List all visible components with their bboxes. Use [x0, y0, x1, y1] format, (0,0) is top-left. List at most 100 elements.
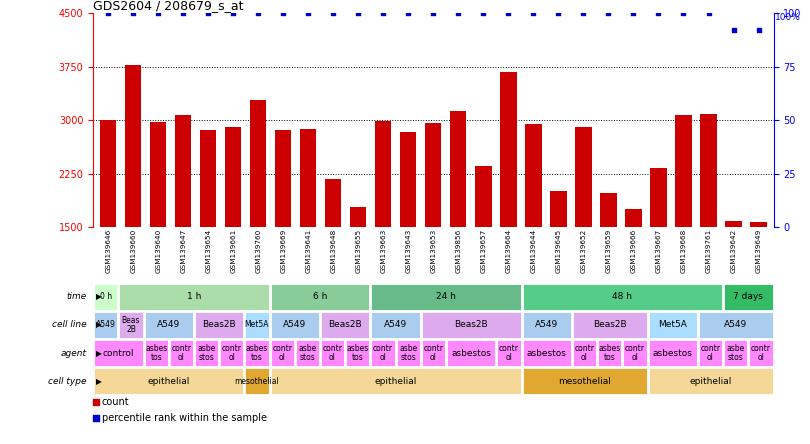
Bar	[119, 312, 143, 338]
Point	[277, 10, 290, 17]
Text: Beas2B: Beas2B	[593, 321, 627, 329]
Bar	[271, 368, 521, 394]
Bar	[649, 312, 697, 338]
Point	[452, 10, 465, 17]
Point	[352, 10, 365, 17]
Bar	[195, 312, 243, 338]
Text: cell type: cell type	[48, 377, 87, 386]
Text: asbestos: asbestos	[653, 349, 693, 357]
Bar	[144, 340, 168, 366]
Bar	[598, 340, 621, 366]
Point	[477, 10, 490, 17]
Bar	[522, 340, 571, 366]
Text: Beas
2B: Beas 2B	[122, 316, 140, 333]
Bar	[749, 340, 773, 366]
Text: contr
ol: contr ol	[701, 345, 721, 362]
Bar	[649, 340, 697, 366]
Bar	[573, 312, 646, 338]
Point	[326, 10, 339, 17]
Bar	[94, 340, 143, 366]
Bar	[350, 207, 366, 334]
Bar	[325, 179, 342, 334]
Bar	[125, 65, 141, 334]
Text: A549: A549	[96, 321, 116, 329]
Text: time: time	[66, 292, 87, 301]
Text: contr
ol: contr ol	[322, 345, 343, 362]
Bar	[245, 340, 269, 366]
Bar	[750, 222, 767, 334]
Bar	[425, 123, 441, 334]
Text: 100%: 100%	[775, 13, 801, 22]
Text: Met5A: Met5A	[659, 321, 687, 329]
Text: asbe
stos: asbe stos	[298, 345, 317, 362]
Text: A549: A549	[157, 321, 181, 329]
Point	[202, 10, 215, 17]
Bar	[271, 312, 319, 338]
Bar	[225, 127, 241, 334]
Point	[102, 10, 115, 17]
Bar	[522, 312, 571, 338]
Bar	[501, 72, 517, 334]
Text: contr
ol: contr ol	[499, 345, 519, 362]
Text: contr
ol: contr ol	[424, 345, 443, 362]
Bar	[497, 340, 521, 366]
Bar	[724, 340, 748, 366]
Bar	[397, 340, 420, 366]
Text: contr
ol: contr ol	[574, 345, 595, 362]
Bar	[94, 312, 117, 338]
Bar	[699, 340, 723, 366]
Text: Met5A: Met5A	[245, 321, 269, 329]
Bar	[94, 368, 243, 394]
Bar	[175, 115, 191, 334]
Bar	[321, 312, 369, 338]
Point	[302, 10, 315, 17]
Text: asbes
tos: asbes tos	[599, 345, 621, 362]
Text: A549: A549	[724, 321, 748, 329]
Point	[752, 27, 765, 34]
Bar	[301, 129, 317, 334]
Text: contr
ol: contr ol	[373, 345, 393, 362]
Text: asbes
tos: asbes tos	[245, 345, 268, 362]
Bar	[170, 340, 193, 366]
Bar	[144, 312, 193, 338]
Bar	[701, 114, 717, 334]
Bar	[220, 340, 243, 366]
Point	[552, 10, 565, 17]
Bar	[522, 368, 646, 394]
Point	[402, 10, 415, 17]
Point	[577, 10, 590, 17]
Text: Beas2B: Beas2B	[328, 321, 362, 329]
Text: asbestos: asbestos	[451, 349, 491, 357]
Bar	[119, 284, 269, 310]
Text: 0 h: 0 h	[100, 292, 112, 301]
Bar	[150, 123, 166, 334]
Text: epithelial: epithelial	[374, 377, 416, 386]
Text: asbe
stos: asbe stos	[727, 345, 745, 362]
Bar	[200, 130, 216, 334]
Text: A549: A549	[535, 321, 558, 329]
Text: 24 h: 24 h	[436, 292, 456, 301]
Text: A549: A549	[284, 321, 306, 329]
Text: contr
ol: contr ol	[625, 345, 645, 362]
Text: A549: A549	[384, 321, 407, 329]
Bar	[422, 312, 521, 338]
Bar	[650, 168, 667, 334]
Text: contr
ol: contr ol	[272, 345, 292, 362]
Text: agent: agent	[61, 349, 87, 357]
Text: ▶: ▶	[96, 321, 101, 329]
Text: ▶: ▶	[96, 292, 101, 301]
Bar	[296, 340, 319, 366]
Bar	[676, 115, 692, 334]
Point	[377, 10, 390, 17]
Bar	[625, 210, 642, 334]
Bar	[447, 340, 496, 366]
Text: asbes
tos: asbes tos	[347, 345, 369, 362]
Bar	[94, 284, 117, 310]
Text: percentile rank within the sample: percentile rank within the sample	[102, 413, 266, 423]
Bar	[450, 111, 467, 334]
Text: ▶: ▶	[96, 349, 101, 357]
Text: control: control	[103, 349, 134, 357]
Bar	[375, 121, 391, 334]
Text: count: count	[102, 397, 130, 408]
Text: mesothelial: mesothelial	[235, 377, 279, 386]
